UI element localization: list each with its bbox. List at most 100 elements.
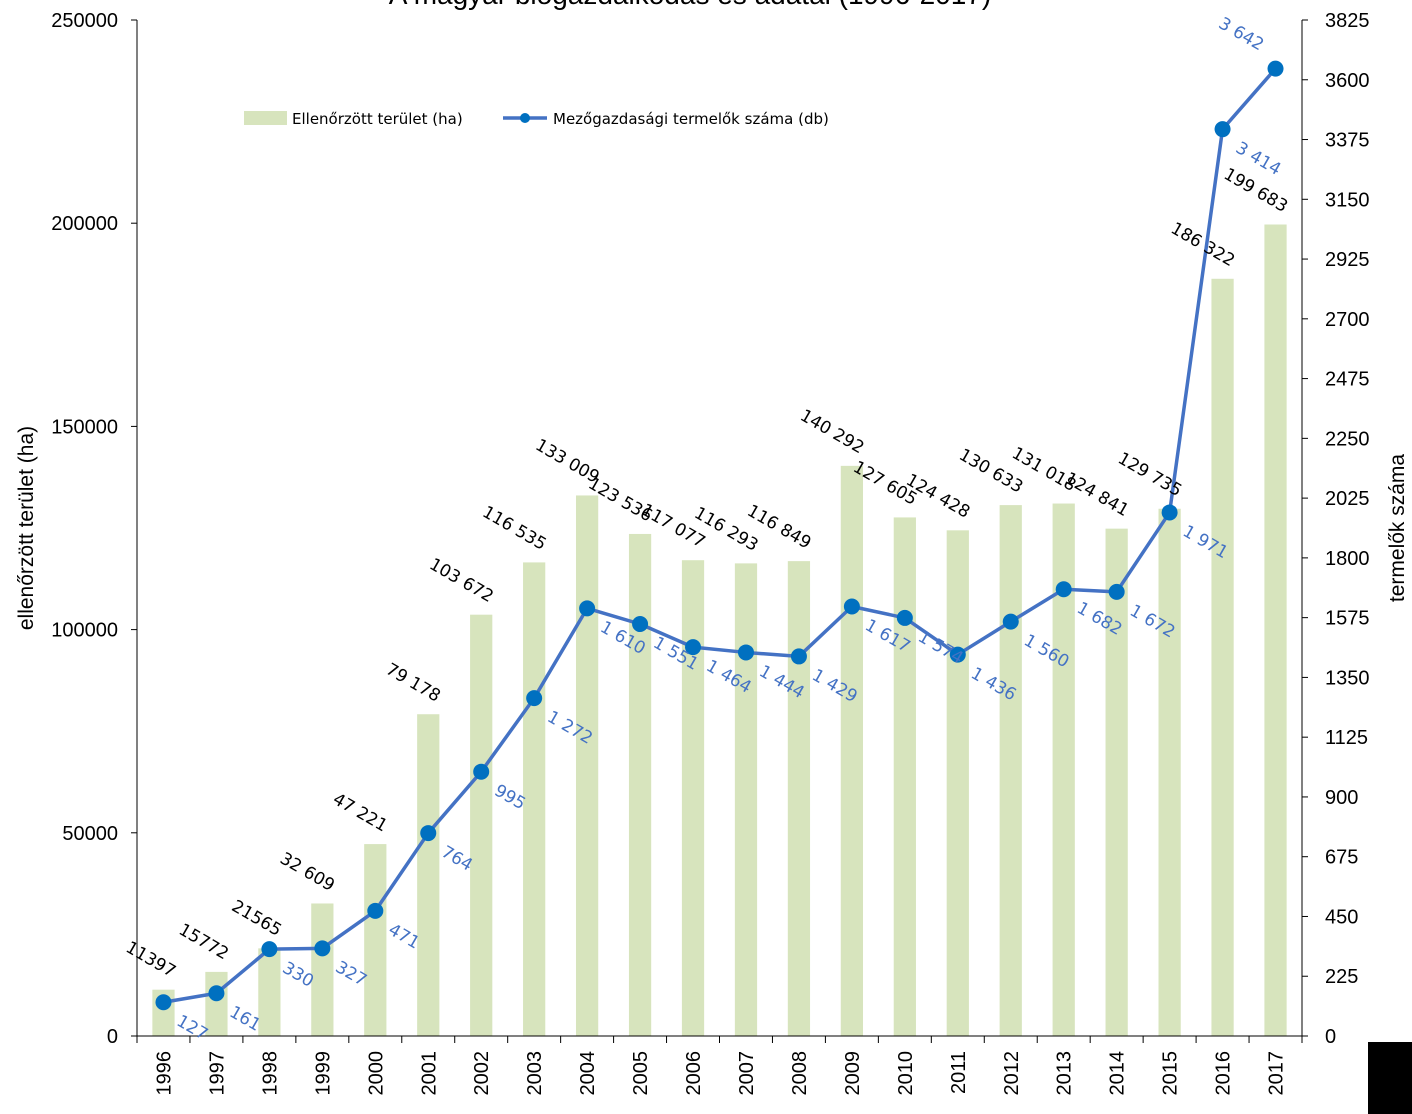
y-right-tick-label: 1800: [1325, 548, 1370, 570]
x-tick-label-2001: 2001: [418, 1051, 440, 1096]
x-tick-label-2007: 2007: [736, 1051, 758, 1096]
bar-value-label-2001: 79 178: [382, 659, 444, 706]
x-tick-label-2012: 2012: [1001, 1051, 1023, 1096]
farmers-point-2000: [367, 902, 384, 919]
farmers-point-2012: [1002, 613, 1019, 630]
x-tick-label-2004: 2004: [577, 1051, 599, 1096]
bar-2013: [1052, 503, 1075, 1036]
y-left-tick-label: 150000: [51, 416, 118, 438]
farmers-point-2010: [896, 609, 913, 626]
y-right-tick-label: 2025: [1325, 488, 1370, 510]
x-tick-label-1998: 1998: [259, 1051, 281, 1096]
farmers-point-2004: [579, 600, 596, 617]
legend-label-farmers: Mezőgazdasági termelők száma (db): [553, 110, 829, 128]
y-right-tick-label: 2700: [1325, 309, 1370, 331]
bars-layer: [152, 224, 1287, 1037]
farmers-point-2003: [526, 690, 543, 707]
bar-value-label-2000: 47 221: [329, 789, 391, 836]
bar-2008: [787, 561, 811, 1036]
bar-2010: [893, 517, 916, 1036]
y-right-tick-label: 1575: [1325, 608, 1370, 630]
x-tick-label-2000: 2000: [365, 1051, 387, 1096]
x-tick-label-2010: 2010: [895, 1051, 917, 1096]
bar-2004: [575, 495, 599, 1036]
farmers-point-2015: [1161, 504, 1178, 521]
bar-2000: [364, 844, 387, 1036]
x-tick-label-2016: 2016: [1213, 1051, 1235, 1096]
farmers-point-1998: [261, 941, 278, 958]
bar-2011: [946, 530, 969, 1036]
farmers-point-2016: [1214, 121, 1231, 138]
y-left-tick-label: 50000: [62, 823, 118, 845]
y-left-axis-title: ellenőrzött terület (ha): [15, 426, 38, 630]
black-corner-block: [1368, 1042, 1412, 1114]
y-right-tick-label: 3825: [1325, 10, 1370, 32]
bar-value-label-1997: 15772: [175, 920, 232, 964]
chart-title: A magyar biogazdálkodás és adatai (1996-…: [389, 0, 991, 10]
y-right-tick-label: 3600: [1325, 70, 1370, 92]
x-tick-label-2006: 2006: [683, 1051, 705, 1096]
x-tick-label-2005: 2005: [630, 1051, 652, 1096]
x-tick-label-1996: 1996: [153, 1051, 175, 1096]
y-right-tick-label: 225: [1325, 966, 1358, 988]
x-tick-label-2014: 2014: [1107, 1051, 1129, 1096]
farmers-point-1999: [314, 940, 331, 957]
bar-2003: [523, 562, 546, 1036]
bar-2001: [417, 714, 440, 1036]
y-right-tick-label: 3150: [1325, 189, 1370, 211]
farmers-point-2008: [790, 648, 807, 665]
bar-value-label-2002: 103 672: [426, 555, 497, 607]
bar-2007: [734, 563, 758, 1036]
bar-2005: [628, 533, 652, 1036]
farmers-point-2014: [1108, 583, 1125, 600]
y-right-tick-label: 3375: [1325, 130, 1370, 152]
bar-2002: [470, 614, 493, 1036]
bar-value-label-2009: 140 292: [796, 406, 867, 458]
y-right-tick-label: 450: [1325, 906, 1358, 928]
bar-value-label-1999: 32 609: [276, 849, 338, 896]
y-right-tick-label: 1350: [1325, 667, 1370, 689]
axes-layer: 0 50000 100000 150000 200000 250000 0 225 450 675…: [51, 10, 1369, 1096]
y-left-tick-label: 200000: [51, 213, 118, 235]
x-tick-label-2003: 2003: [524, 1051, 546, 1096]
bar-value-label-1996: 11397: [122, 938, 179, 982]
y-right-tick-label: 675: [1325, 847, 1358, 869]
bar-2012: [999, 505, 1022, 1036]
x-tick-label-2011: 2011: [948, 1051, 970, 1094]
bar-2016: [1211, 278, 1234, 1037]
farmers-line: [163, 67, 1277, 1004]
y-right-tick-label: 0: [1325, 1026, 1336, 1048]
x-tick-label-2009: 2009: [842, 1051, 864, 1096]
farmers-point-2006: [685, 639, 702, 656]
farmers-point-2005: [632, 616, 649, 633]
x-tick-label-1999: 1999: [312, 1051, 334, 1096]
line-layer: [155, 60, 1284, 1011]
legend: Ellenőrzött terület (ha) Mezőgazdasági t…: [244, 110, 829, 128]
bar-2015: [1158, 508, 1181, 1036]
farmers-point-2017: [1267, 60, 1284, 77]
bar-2006: [681, 560, 705, 1036]
y-right-tick-label: 2925: [1325, 249, 1370, 271]
x-tick-label-2017: 2017: [1266, 1051, 1288, 1096]
y-right-tick-label: 2250: [1325, 428, 1370, 450]
y-right-axis-title: termelők száma: [1386, 454, 1409, 603]
farmers-point-2007: [737, 644, 754, 661]
bar-2009: [840, 465, 864, 1037]
farmers-point-2013: [1055, 581, 1072, 598]
farmers-point-2002: [473, 763, 490, 780]
bar-2014: [1105, 528, 1128, 1036]
x-tick-label-2002: 2002: [471, 1051, 493, 1096]
legend-swatch-area: [244, 111, 287, 125]
y-left-tick-label: 0: [107, 1026, 118, 1048]
bar-2017: [1264, 224, 1287, 1036]
bar-value-label-2017: 199 683: [1220, 164, 1291, 216]
bar-value-label-2003: 116 535: [479, 502, 550, 554]
legend-label-area: Ellenőrzött terület (ha): [292, 110, 463, 128]
x-tick-label-1997: 1997: [206, 1051, 228, 1096]
x-tick-label-2013: 2013: [1054, 1051, 1076, 1096]
y-left-tick-label: 250000: [51, 10, 118, 32]
line-value-label-2017: 3 642: [1215, 14, 1267, 56]
y-right-tick-label: 900: [1325, 787, 1358, 809]
bar-1999: [311, 903, 334, 1036]
